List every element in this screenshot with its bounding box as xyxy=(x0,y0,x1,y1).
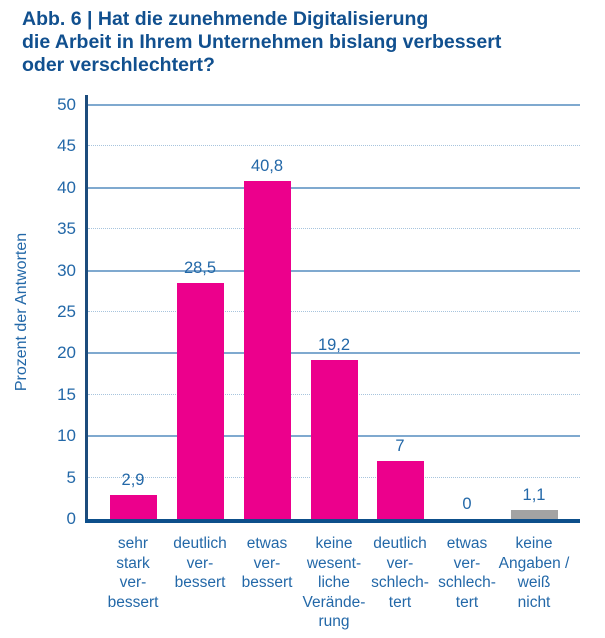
bar-3 xyxy=(243,181,291,519)
gridline-25 xyxy=(88,311,580,312)
gridline-20 xyxy=(88,352,580,355)
gridline-45 xyxy=(88,145,580,147)
x-category-label-1: sehr stark ver- bessert xyxy=(107,535,159,611)
gridline-35 xyxy=(88,228,580,230)
y-tick-label-10: 10 xyxy=(57,426,76,446)
bar-7 xyxy=(510,510,558,519)
chart-title-line-1: Abb. 6 | Hat die zunehmende Digitalisier… xyxy=(22,8,429,30)
value-label-2: 28,5 xyxy=(183,259,217,277)
y-tick-label-20: 20 xyxy=(57,343,76,363)
value-label-4: 19,2 xyxy=(317,336,351,354)
value-label-6: 0 xyxy=(462,495,472,513)
y-tick-label-40: 40 xyxy=(57,177,76,197)
gridline-30 xyxy=(88,269,580,272)
x-category-label-7: keine Angaben / weiß nicht xyxy=(498,535,570,611)
value-label-3: 40,8 xyxy=(250,157,284,175)
value-label-1: 2,9 xyxy=(121,471,145,489)
x-category-label-2: deutlich ver- bessert xyxy=(173,535,227,591)
bar-2 xyxy=(176,283,224,519)
chart-title-line-3: oder verschlechtert? xyxy=(22,54,215,76)
gridline-40 xyxy=(88,186,580,189)
x-category-label-4: keine wesent- liche Verände- rung xyxy=(302,535,366,630)
value-label-7: 1,1 xyxy=(522,486,546,504)
chart-title-line-2: die Arbeit in Ihrem Unternehmen bislang … xyxy=(22,31,502,53)
gridline-50 xyxy=(88,104,580,107)
y-tick-label-35: 35 xyxy=(57,219,76,239)
y-tick-label-0: 0 xyxy=(66,509,76,528)
chart-title: Abb. 6 | Hat die zunehmende Digitalisier… xyxy=(22,8,592,77)
x-axis-line xyxy=(85,519,580,523)
x-category-label-3: etwas ver- bessert xyxy=(241,535,293,591)
y-tick-label-30: 30 xyxy=(57,260,76,280)
y-tick-label-50: 50 xyxy=(57,95,76,114)
y-tick-label-5: 5 xyxy=(66,467,76,487)
bar-1 xyxy=(109,495,157,519)
value-label-5: 7 xyxy=(395,437,405,455)
x-category-label-6: etwas ver- schlech- tert xyxy=(438,535,496,611)
y-axis-line xyxy=(85,95,88,523)
y-tick-label-15: 15 xyxy=(57,384,76,404)
y-tick-label-25: 25 xyxy=(57,302,76,321)
y-tick-label-45: 45 xyxy=(57,136,76,156)
bar-4 xyxy=(310,360,358,519)
bar-5 xyxy=(376,461,424,519)
x-category-label-5: deutlich ver- schlech- tert xyxy=(371,535,429,611)
